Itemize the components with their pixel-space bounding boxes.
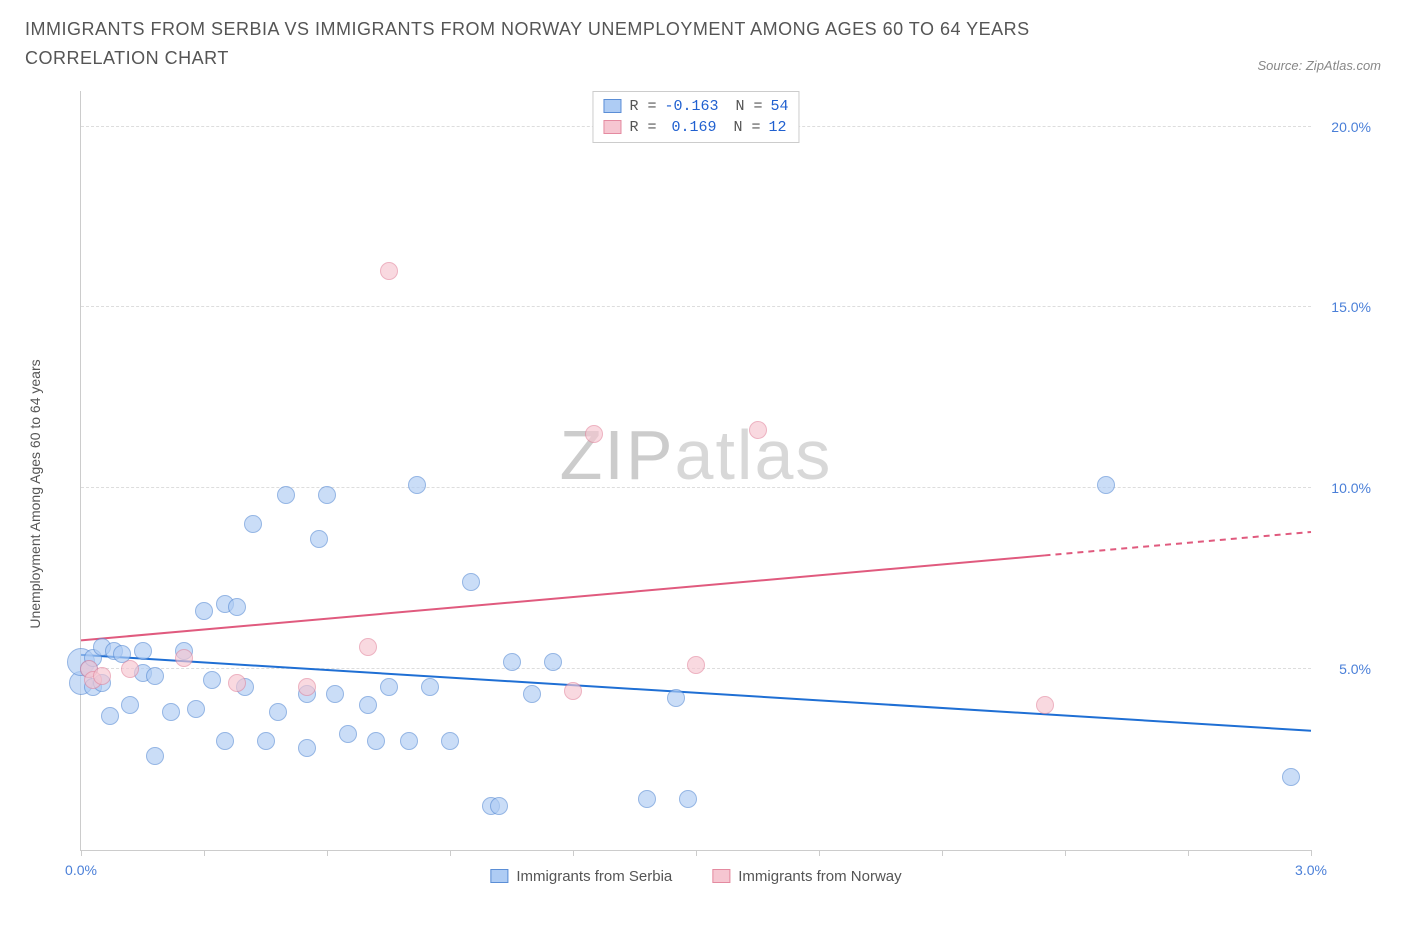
data-point	[490, 797, 508, 815]
stats-r-label: R =	[629, 98, 656, 115]
stats-row-serbia: R = -0.163 N = 54	[603, 96, 788, 117]
data-point	[1097, 476, 1115, 494]
legend-item-norway: Immigrants from Norway	[712, 868, 901, 885]
data-point	[441, 732, 459, 750]
chart-container: Unemployment Among Ages 60 to 64 years Z…	[25, 81, 1381, 891]
data-point	[408, 476, 426, 494]
data-point	[277, 486, 295, 504]
data-point	[679, 790, 697, 808]
data-point	[93, 667, 111, 685]
x-tick	[942, 850, 943, 856]
x-tick	[450, 850, 451, 856]
header: IMMIGRANTS FROM SERBIA VS IMMIGRANTS FRO…	[25, 15, 1381, 73]
stats-r-label: R =	[629, 119, 656, 136]
data-point	[400, 732, 418, 750]
data-point	[318, 486, 336, 504]
x-tick	[1065, 850, 1066, 856]
data-point	[638, 790, 656, 808]
data-point	[585, 425, 603, 443]
y-tick-label: 5.0%	[1339, 661, 1371, 677]
data-point	[380, 678, 398, 696]
data-point	[298, 678, 316, 696]
x-tick	[1311, 850, 1312, 856]
stats-n-label: N =	[725, 119, 761, 136]
swatch-norway	[712, 869, 730, 883]
data-point	[187, 700, 205, 718]
bottom-legend: Immigrants from Serbia Immigrants from N…	[490, 868, 901, 885]
data-point	[228, 674, 246, 692]
swatch-serbia	[603, 99, 621, 113]
data-point	[1282, 768, 1300, 786]
stats-r-norway: 0.169	[664, 119, 716, 136]
data-point	[134, 642, 152, 660]
data-point	[380, 262, 398, 280]
data-point	[257, 732, 275, 750]
data-point	[359, 638, 377, 656]
data-point	[101, 707, 119, 725]
x-tick	[696, 850, 697, 856]
data-point	[310, 530, 328, 548]
x-tick	[327, 850, 328, 856]
x-tick	[819, 850, 820, 856]
data-point	[421, 678, 439, 696]
data-point	[462, 573, 480, 591]
data-point	[359, 696, 377, 714]
data-point	[203, 671, 221, 689]
data-point	[687, 656, 705, 674]
legend-label-norway: Immigrants from Norway	[738, 868, 901, 885]
stats-n-serbia: 54	[771, 98, 789, 115]
x-tick-label: 3.0%	[1295, 862, 1327, 878]
legend-label-serbia: Immigrants from Serbia	[516, 868, 672, 885]
source-credit: Source: ZipAtlas.com	[1257, 58, 1381, 73]
data-point	[667, 689, 685, 707]
data-point	[162, 703, 180, 721]
data-point	[175, 649, 193, 667]
x-tick	[573, 850, 574, 856]
data-point	[228, 598, 246, 616]
x-tick	[1188, 850, 1189, 856]
x-tick	[81, 850, 82, 856]
y-tick-label: 15.0%	[1331, 299, 1371, 315]
data-point	[564, 682, 582, 700]
swatch-norway	[603, 120, 621, 134]
legend-item-serbia: Immigrants from Serbia	[490, 868, 672, 885]
swatch-serbia	[490, 869, 508, 883]
data-point	[121, 696, 139, 714]
stats-n-label: N =	[727, 98, 763, 115]
x-tick	[204, 850, 205, 856]
data-point	[1036, 696, 1054, 714]
data-point	[749, 421, 767, 439]
plot-area: ZIPatlas R = -0.163 N = 54 R = 0.169 N =…	[80, 91, 1311, 851]
y-tick-label: 20.0%	[1331, 119, 1371, 135]
data-point	[146, 667, 164, 685]
chart-title: IMMIGRANTS FROM SERBIA VS IMMIGRANTS FRO…	[25, 15, 1125, 73]
stats-r-serbia: -0.163	[664, 98, 718, 115]
data-point	[146, 747, 164, 765]
data-point	[195, 602, 213, 620]
stats-n-norway: 12	[769, 119, 787, 136]
x-tick-label: 0.0%	[65, 862, 97, 878]
y-tick-label: 10.0%	[1331, 480, 1371, 496]
data-point	[121, 660, 139, 678]
data-point	[339, 725, 357, 743]
data-point	[367, 732, 385, 750]
data-point	[544, 653, 562, 671]
data-point	[503, 653, 521, 671]
y-axis-label: Unemployment Among Ages 60 to 64 years	[27, 359, 43, 628]
data-point	[523, 685, 541, 703]
stats-legend: R = -0.163 N = 54 R = 0.169 N = 12	[592, 91, 799, 143]
data-point	[298, 739, 316, 757]
stats-row-norway: R = 0.169 N = 12	[603, 117, 788, 138]
data-point	[326, 685, 344, 703]
data-point	[216, 732, 234, 750]
data-point	[244, 515, 262, 533]
data-point	[269, 703, 287, 721]
